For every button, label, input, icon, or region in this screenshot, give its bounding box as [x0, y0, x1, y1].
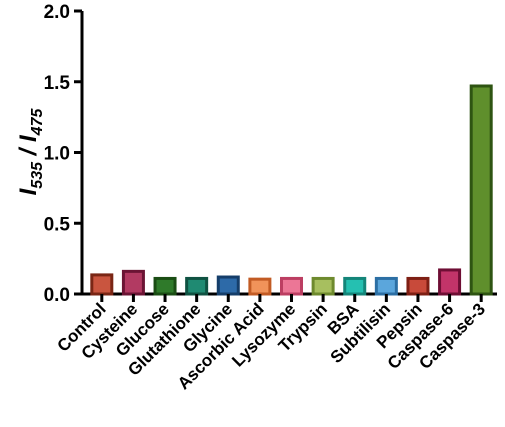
bar: [406, 276, 430, 296]
bar: [248, 277, 272, 296]
bar: [121, 269, 145, 296]
bar: [153, 276, 177, 296]
bar: [90, 273, 114, 296]
bar: [311, 276, 335, 296]
plot-area: 0.00.51.01.52.0ControlCysteineGlucoseGlu…: [44, 2, 497, 393]
y-axis-title-sep: / I: [15, 134, 42, 162]
bar: [438, 268, 462, 296]
y-axis-title-main: I: [15, 187, 42, 195]
y-tick-label: 1.0: [44, 144, 70, 165]
y-tick-label: 0.5: [44, 214, 71, 235]
y-axis-title-sub1: 535: [29, 161, 46, 189]
y-axis-title-sub2: 475: [29, 108, 46, 137]
bar: [343, 276, 367, 296]
y-tick-label: 1.5: [44, 73, 71, 94]
y-tick-label: 2.0: [44, 2, 70, 23]
bar: [185, 276, 209, 296]
bar: [374, 276, 398, 296]
bar: [469, 84, 493, 296]
y-axis-title: I535 / I475: [15, 108, 46, 196]
bar: [280, 276, 303, 296]
bar: [216, 275, 240, 296]
y-tick-label: 0.0: [44, 285, 70, 306]
